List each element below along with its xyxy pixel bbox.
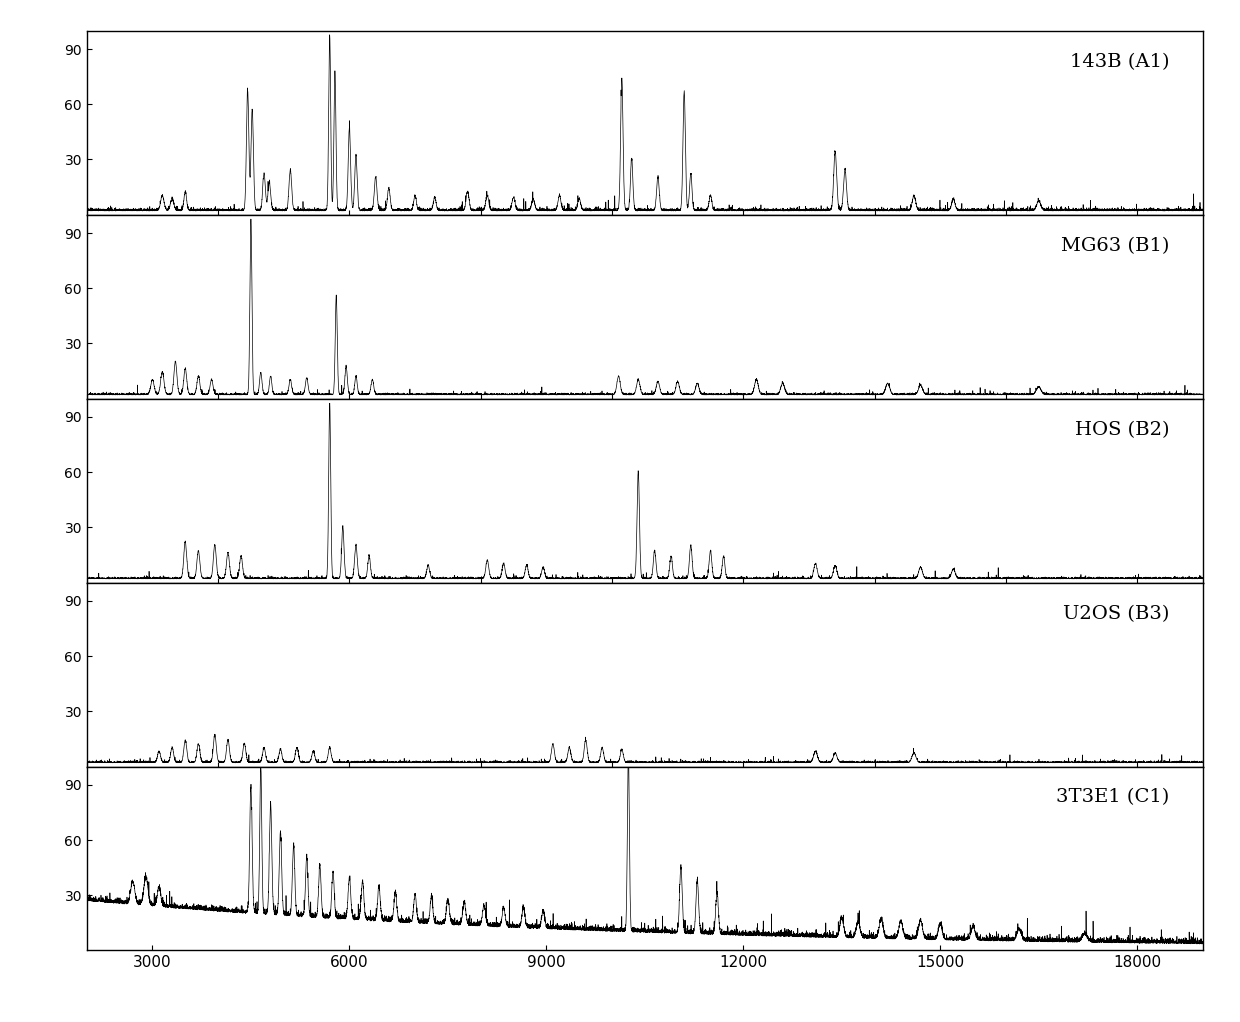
Text: MG63 (B1): MG63 (B1) [1061, 237, 1169, 254]
Text: 143B (A1): 143B (A1) [1070, 53, 1169, 71]
Text: 3T3E1 (C1): 3T3E1 (C1) [1056, 789, 1169, 806]
Text: U2OS (B3): U2OS (B3) [1063, 605, 1169, 622]
Text: HOS (B2): HOS (B2) [1075, 421, 1169, 438]
